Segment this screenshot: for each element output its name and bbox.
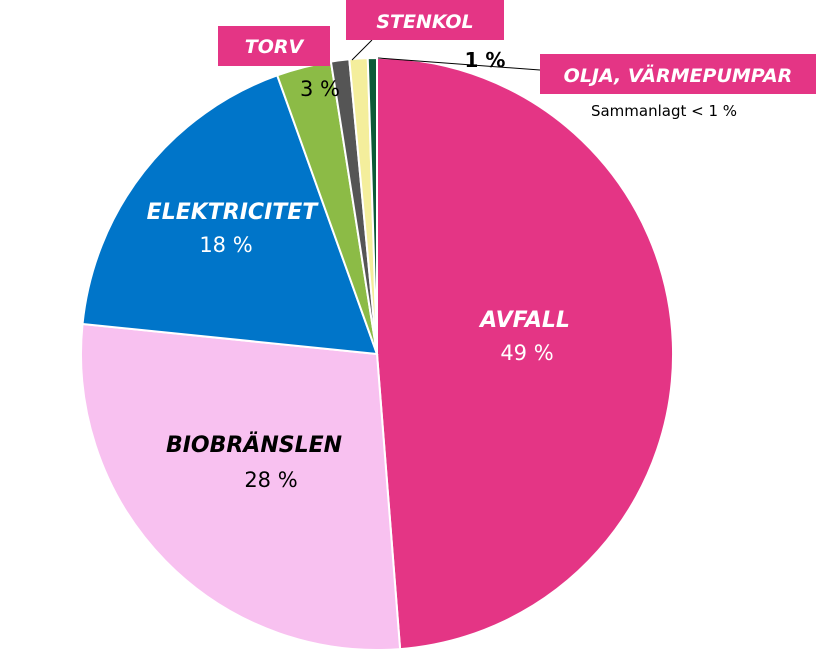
pie-slice-biobränslen bbox=[80, 322, 402, 651]
leader-line-olja bbox=[377, 57, 541, 71]
slice-value-avfall: 49 % bbox=[500, 341, 553, 365]
label-box-stenkol bbox=[346, 0, 504, 40]
pie-slice-avfall bbox=[376, 56, 675, 651]
pie-slices bbox=[80, 56, 675, 651]
slice-value-stenkol: 1 % bbox=[465, 48, 506, 72]
label-box-olja bbox=[540, 54, 816, 94]
slice-value-biobranslen: 28 % bbox=[244, 468, 297, 492]
slice-label-avfall: AVFALL bbox=[478, 308, 570, 333]
slice-label-elektricitet: ELEKTRICITET bbox=[147, 200, 320, 225]
pie-slice-other-6 bbox=[366, 56, 378, 355]
slice-label-biobranslen: BIOBRÄNSLEN bbox=[166, 432, 342, 458]
label-box-torv bbox=[218, 26, 330, 66]
slice-value-torv: 3 % bbox=[300, 77, 340, 101]
pie-slice-elektricitet bbox=[81, 74, 379, 356]
label-box-olja-text: OLJA, VÄRMEPUMPAR bbox=[564, 63, 793, 87]
label-box-torv-text: TORV bbox=[245, 36, 305, 58]
label-box-stenkol-text: STENKOL bbox=[376, 11, 473, 33]
slice-value-olja: Sammanlagt < 1 % bbox=[591, 102, 737, 120]
leader-line-stenkol bbox=[351, 39, 373, 61]
slice-value-elektricitet: 18 % bbox=[199, 233, 252, 257]
